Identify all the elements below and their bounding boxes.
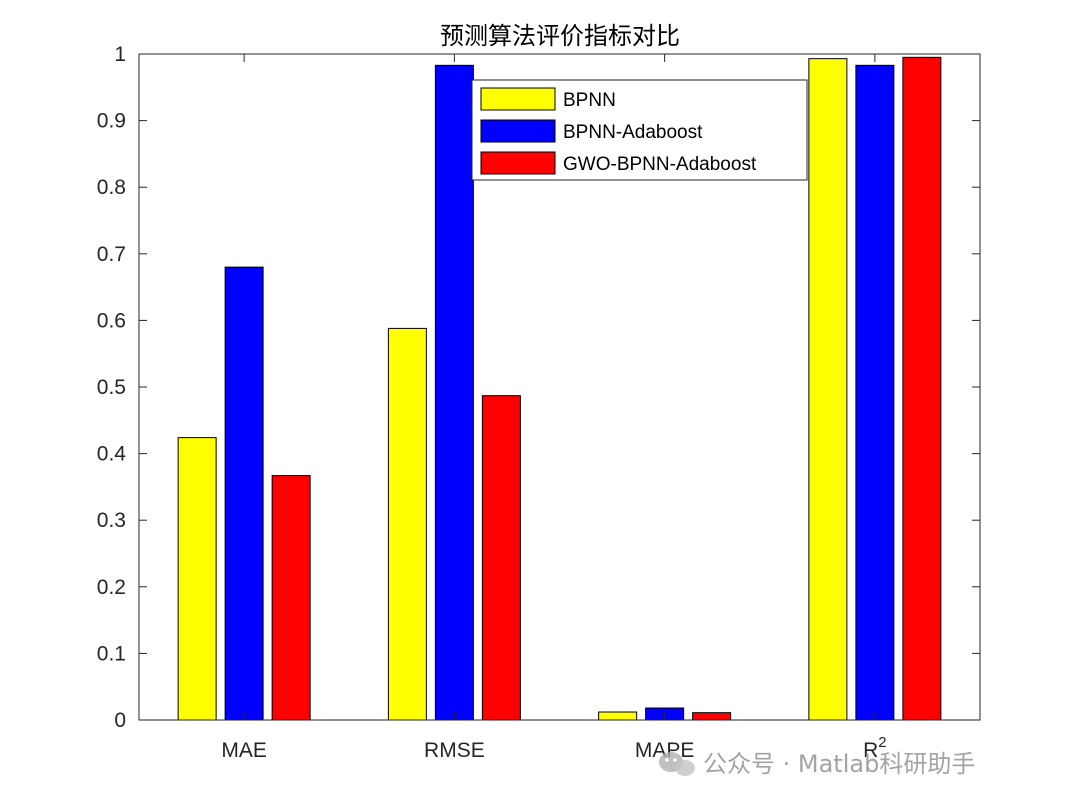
bar-bpnn-adaboost-r bbox=[855, 64, 895, 721]
bar-bpnn-mae bbox=[177, 437, 217, 721]
y-tick-label: 0.7 bbox=[97, 243, 126, 266]
wechat-icon bbox=[659, 752, 695, 776]
chart-title: 预测算法评价指标对比 bbox=[440, 22, 680, 50]
x-tick-superscript: 2 bbox=[878, 734, 886, 751]
legend-swatch bbox=[480, 119, 556, 143]
legend-label: BPNN bbox=[563, 90, 616, 111]
y-tick-label: 0.8 bbox=[97, 176, 126, 199]
watermark: 公众号 · Matlab科研助手 bbox=[659, 750, 975, 778]
bar-bpnn-adaboost-mae bbox=[224, 266, 264, 721]
y-tick-label: 0.4 bbox=[97, 443, 127, 466]
y-tick-label: 0.3 bbox=[97, 509, 126, 532]
bar-bpnn-r bbox=[808, 58, 848, 721]
y-tick-label: 0.2 bbox=[97, 576, 126, 599]
bar-gwo-bpnn-adaboost-r bbox=[902, 56, 942, 721]
y-tick-label: 0.1 bbox=[97, 642, 126, 665]
x-tick-label: MAE bbox=[221, 739, 267, 762]
bar-gwo-bpnn-adaboost-mae bbox=[271, 475, 311, 721]
watermark-text: 公众号 · Matlab科研助手 bbox=[703, 750, 975, 778]
x-tick-label: RMSE bbox=[424, 739, 485, 762]
y-tick-label: 0.6 bbox=[97, 309, 126, 332]
bar-gwo-bpnn-adaboost-rmse bbox=[481, 395, 521, 721]
bars-group bbox=[177, 56, 942, 721]
legend-label: GWO-BPNN-Adaboost bbox=[563, 154, 757, 175]
y-tick-label: 0 bbox=[114, 709, 126, 732]
bar-bpnn-rmse bbox=[387, 327, 427, 721]
y-axis-ticks: 0 0.1 0.2 0.3 0.4 0.5 0.6 0.7 0.8 0.9 1 bbox=[97, 43, 980, 732]
bar-bpnn-mape bbox=[598, 711, 638, 721]
legend-label: BPNN-Adaboost bbox=[563, 122, 703, 143]
bar-gwo-bpnn-adaboost-mape bbox=[692, 712, 732, 721]
legend: BPNN BPNN-Adaboost GWO-BPNN-Adaboost bbox=[471, 79, 808, 181]
y-tick-label: 0.5 bbox=[97, 376, 126, 399]
y-tick-label: 0.9 bbox=[97, 110, 126, 133]
bar-bpnn-adaboost-rmse bbox=[434, 64, 474, 721]
y-tick-label: 1 bbox=[114, 43, 126, 66]
legend-swatch bbox=[480, 87, 556, 111]
legend-swatch bbox=[480, 151, 556, 175]
